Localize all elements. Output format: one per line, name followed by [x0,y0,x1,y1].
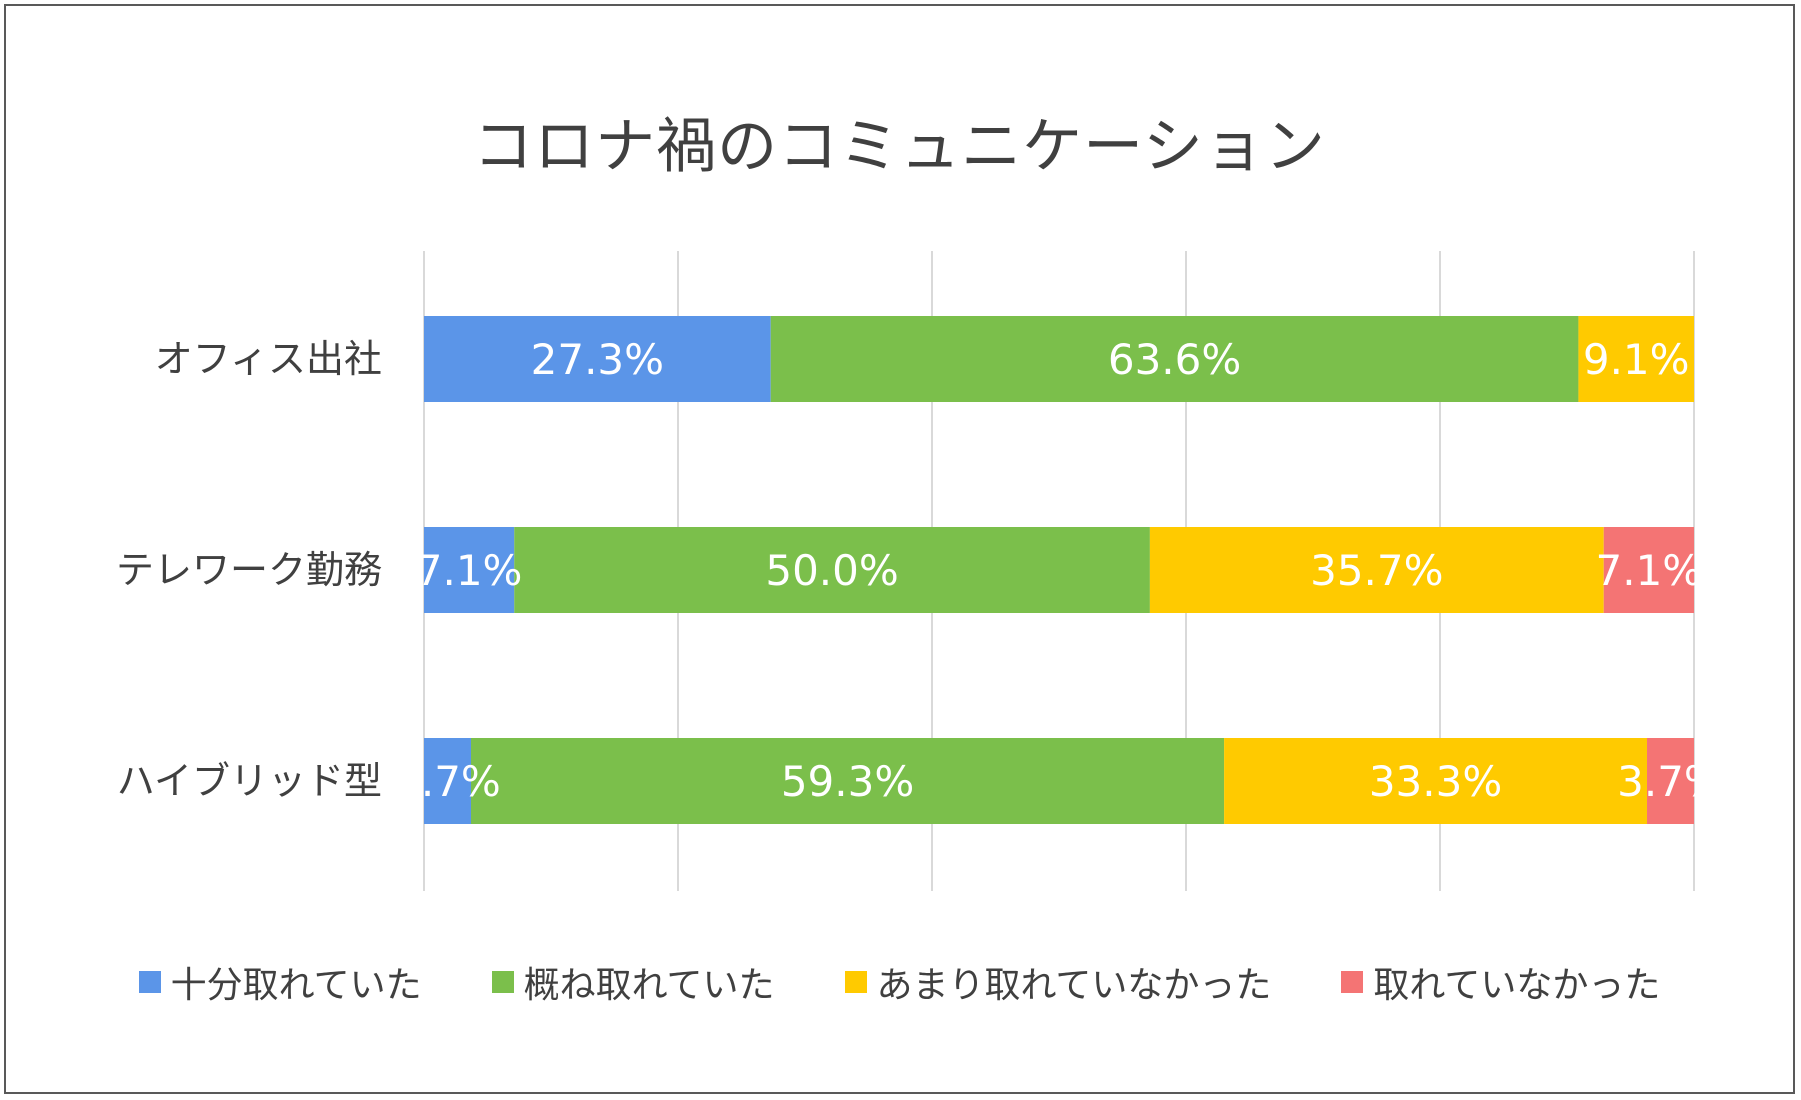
legend-item: 取れていなかった [1341,956,1660,1008]
bar-segment [514,527,1150,613]
bar-segment [470,738,1225,824]
legend-item: あまり取れていなかった [844,956,1272,1008]
legend-swatch [491,971,514,993]
data-label: 27.3% [531,335,664,384]
bar-segment [1578,316,1694,402]
data-labels: 27.3% 63.6% 9.1% 7.1% 50.0% 35.7% 7.1% 3.7% 59.3… [394,335,1724,806]
category-label: ハイブリッド型 [117,759,382,803]
data-label: 59.3% [781,757,914,806]
bar-segment [424,316,771,402]
data-label: 7.1% [1596,546,1703,595]
legend-item: 概ね取れていた [491,956,775,1008]
legend-label: 十分取れていた [170,965,422,1006]
bar-segment [1647,738,1694,824]
bar-segment [1149,527,1604,613]
legend-label: 取れていなかった [1373,965,1661,1006]
data-label: 9.1% [1583,335,1690,384]
legend-swatch [138,971,161,993]
data-label: 3.7% [1617,757,1724,806]
bar-segment [424,738,471,824]
data-label: 63.6% [1108,335,1241,384]
legend: 十分取れていた 概ね取れていた あまり取れていなかった 取れていなかった [6,956,1793,1008]
data-label: 3.7% [394,757,501,806]
chart-frame: コロナ禍のコミュニケーション オフィス出社テレワーク勤務 ハイブリッド型 27.3… [4,4,1795,1094]
bar-segment [770,316,1579,402]
legend-swatch [1341,971,1364,993]
bar-segment [424,527,515,613]
legend-swatch [844,971,867,993]
category-label: オフィス出社 [155,337,382,381]
data-label: 7.1% [416,546,523,595]
data-label: 35.7% [1310,546,1443,595]
chart-title: コロナ禍のコミュニケーション [473,112,1326,182]
bars [424,316,1694,824]
data-label: 50.0% [765,546,898,595]
bar-segment [1603,527,1694,613]
data-label: 33.3% [1369,757,1502,806]
legend-label: あまり取れていなかった [876,965,1272,1006]
bar-segment [1224,738,1648,824]
legend-label: 概ね取れていた [523,965,775,1006]
category-label: テレワーク勤務 [116,548,382,592]
legend-item: 十分取れていた [138,956,422,1008]
